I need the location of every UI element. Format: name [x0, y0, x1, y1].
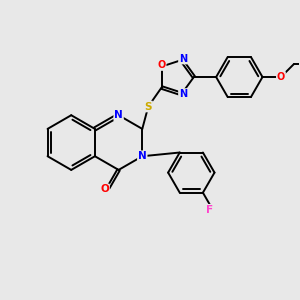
Text: N: N	[114, 110, 123, 120]
Text: N: N	[179, 89, 187, 99]
Text: O: O	[100, 184, 109, 194]
Text: O: O	[158, 60, 166, 70]
Text: F: F	[206, 205, 213, 215]
Text: O: O	[277, 72, 285, 82]
Text: N: N	[179, 54, 187, 64]
Text: S: S	[145, 101, 152, 112]
Text: N: N	[138, 151, 147, 161]
